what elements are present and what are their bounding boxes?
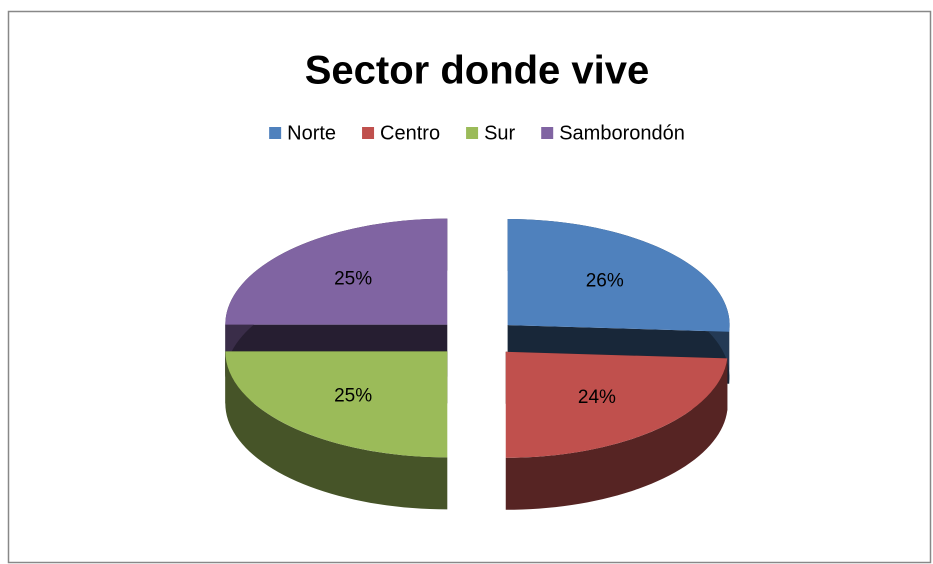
legend-label: Norte [287,122,336,144]
legend-label: Samborondón [559,122,685,144]
slice-side [505,358,728,510]
pie-slice [505,351,728,458]
legend-item: Sur [466,122,516,144]
legend-swatch [269,127,282,139]
legend-label: Centro [380,122,440,144]
slice [225,351,448,510]
data-label: 26% [586,271,624,292]
legend-item: Norte [269,122,336,144]
pie [225,218,730,510]
slice-side [225,351,448,510]
legend-item: Centro [362,122,440,144]
data-label: 24% [578,387,616,408]
pie-slice [225,218,448,325]
data-label: 25% [334,385,372,406]
chart-title: Sector donde vive [305,49,650,93]
legend-swatch [362,127,375,139]
pie-slice [225,351,448,458]
legend-swatch [541,127,554,139]
slice [505,351,728,510]
data-label: 25% [334,269,372,290]
chart-border [7,10,932,564]
legend-label: Sur [484,122,515,144]
pie-slice [507,219,730,332]
legend-item: Samborondón [541,122,685,144]
legend-swatch [466,127,479,139]
